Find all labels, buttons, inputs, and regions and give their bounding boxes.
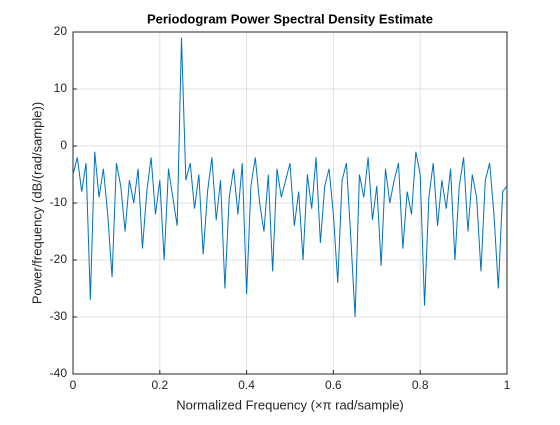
y-tick-label: -30	[50, 309, 68, 323]
axes-box	[72, 31, 508, 375]
x-tick-label: 1	[504, 378, 511, 392]
y-axis-label: Power/frequency (dB/(rad/sample))	[29, 102, 44, 304]
x-tick-label: 0	[70, 378, 77, 392]
y-tick-label: -10	[50, 195, 68, 209]
x-tick-label: 0.4	[238, 378, 255, 392]
data-line	[72, 37, 508, 318]
x-tick-label: 0.2	[151, 378, 168, 392]
y-tick-label: -20	[50, 252, 68, 266]
y-tick-label: 10	[54, 81, 68, 95]
y-tick-label: -40	[50, 366, 68, 380]
y-tick-label: 20	[54, 24, 68, 38]
x-tick-label: 0.6	[325, 378, 342, 392]
y-tick-label: 0	[60, 138, 67, 152]
x-axis-label: Normalized Frequency (×π rad/sample)	[176, 397, 404, 412]
x-tick-label: 0.8	[412, 378, 429, 392]
chart-title: Periodogram Power Spectral Density Estim…	[147, 11, 433, 26]
